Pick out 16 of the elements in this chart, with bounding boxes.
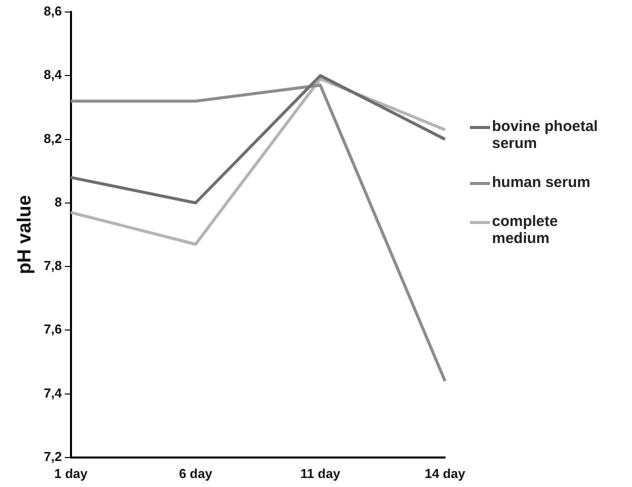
legend-label: complete medium <box>492 213 559 247</box>
y-tick-label: 8 <box>54 194 62 210</box>
x-tick-label: 11 day <box>300 466 341 481</box>
y-tick-label: 7,2 <box>44 448 62 464</box>
y-tick-label: 8,4 <box>44 67 63 82</box>
legend-label: bovine phoetal serum <box>492 118 599 152</box>
x-tick-label: 6 day <box>178 466 213 481</box>
y-tick-label: 7,4 <box>44 385 63 400</box>
legend-label: human serum <box>492 174 590 191</box>
y-tick-label: 7,6 <box>44 322 62 337</box>
x-tick-label: 1 day <box>54 466 88 481</box>
y-tick-label: 8,2 <box>44 130 62 146</box>
x-tick-label: 14 day <box>424 466 466 481</box>
y-tick-label: 8,6 <box>44 4 62 19</box>
y-tick-label: 7,8 <box>44 258 62 274</box>
y-axis-title: pH value <box>14 195 36 274</box>
